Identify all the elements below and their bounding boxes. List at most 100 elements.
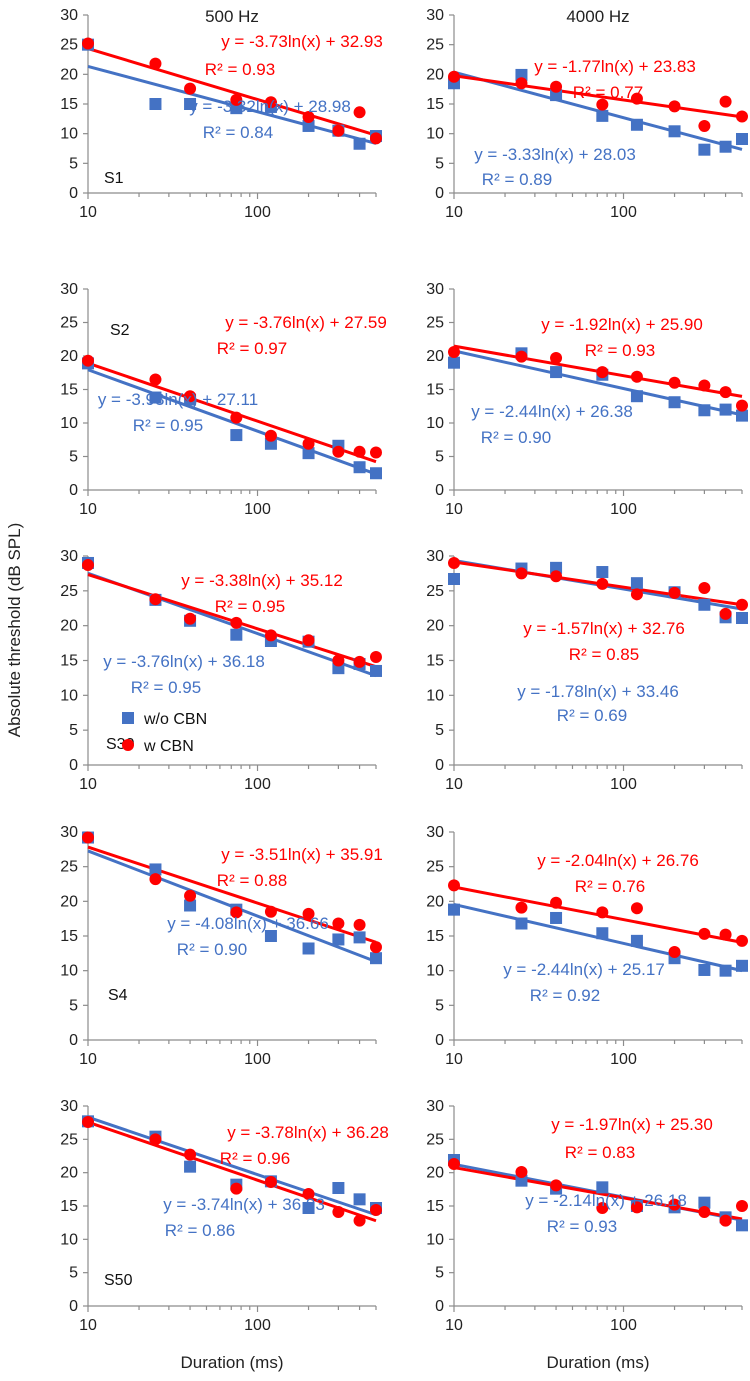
y-tick-label: 15 bbox=[426, 382, 444, 399]
y-tick-label: 20 bbox=[426, 893, 444, 910]
equation-w-cbn: y = -1.77ln(x) + 23.83 bbox=[534, 57, 696, 76]
y-tick-label: 30 bbox=[426, 281, 444, 298]
equation-w-cbn: y = -2.04ln(x) + 26.76 bbox=[537, 851, 699, 870]
point-w-cbn bbox=[230, 411, 243, 424]
point-wo-cbn bbox=[302, 447, 315, 460]
point-w-cbn bbox=[230, 616, 243, 629]
point-w-cbn bbox=[596, 1202, 609, 1214]
point-w-cbn bbox=[736, 934, 748, 947]
point-wo-cbn bbox=[149, 98, 162, 110]
point-wo-cbn bbox=[302, 1202, 315, 1214]
point-wo-cbn bbox=[332, 933, 345, 946]
y-tick-label: 5 bbox=[435, 449, 444, 466]
y-tick-label: 5 bbox=[69, 449, 78, 466]
y-tick-label: 0 bbox=[435, 757, 444, 774]
point-w-cbn bbox=[353, 918, 366, 931]
y-tick-label: 20 bbox=[60, 348, 78, 365]
point-w-cbn bbox=[550, 352, 563, 365]
equation-wo-cbn: y = -3.76ln(x) + 36.18 bbox=[103, 652, 265, 671]
y-tick-label: 0 bbox=[69, 757, 78, 774]
equation-w-cbn: y = -3.76ln(x) + 27.59 bbox=[225, 313, 387, 332]
y-tick-label: 15 bbox=[60, 653, 78, 670]
point-w-cbn bbox=[82, 1116, 94, 1128]
subject-label: S2 bbox=[110, 322, 130, 339]
legend: w/o CBN w CBN bbox=[122, 711, 207, 755]
equation-wo-cbn: y = -2.14ln(x) + 26.18 bbox=[525, 1191, 687, 1210]
subject-label: S1 bbox=[104, 170, 124, 187]
panel-s30-4000: 0 5 10 15 20 25 30 10 100 y = -1.57ln(x) + 32.76 R… bbox=[426, 548, 748, 793]
y-tick-label: 25 bbox=[60, 315, 78, 332]
point-wo-cbn bbox=[370, 467, 382, 480]
x-tick-label: 100 bbox=[610, 1317, 637, 1334]
y-tick-label: 10 bbox=[60, 415, 78, 432]
point-w-cbn bbox=[264, 1176, 277, 1188]
point-w-cbn bbox=[515, 1166, 528, 1178]
point-wo-cbn bbox=[515, 917, 528, 930]
point-w-cbn bbox=[736, 110, 748, 123]
y-tick-label: 30 bbox=[60, 824, 78, 841]
point-wo-cbn bbox=[719, 140, 732, 153]
fit-line-wo-cbn bbox=[453, 349, 743, 417]
point-w-cbn bbox=[149, 873, 162, 886]
point-wo-cbn bbox=[736, 612, 748, 625]
point-w-cbn bbox=[184, 1148, 197, 1161]
r2-w-cbn: R² = 0.85 bbox=[569, 645, 639, 664]
point-wo-cbn bbox=[668, 125, 681, 138]
point-w-cbn bbox=[630, 902, 643, 915]
equation-wo-cbn: y = -2.44ln(x) + 26.38 bbox=[471, 402, 633, 421]
y-tick-label: 0 bbox=[69, 482, 78, 499]
point-w-cbn bbox=[596, 577, 609, 590]
point-w-cbn bbox=[719, 1214, 732, 1227]
equation-wo-cbn: y = -3.33ln(x) + 28.03 bbox=[474, 145, 636, 164]
r2-wo-cbn: R² = 0.69 bbox=[557, 706, 627, 725]
point-wo-cbn bbox=[630, 934, 643, 947]
r2-wo-cbn: R² = 0.95 bbox=[131, 678, 201, 697]
point-w-cbn bbox=[149, 373, 162, 386]
point-w-cbn bbox=[719, 95, 732, 108]
point-wo-cbn bbox=[668, 396, 681, 409]
point-wo-cbn bbox=[302, 119, 315, 132]
y-tick-label: 20 bbox=[426, 348, 444, 365]
point-w-cbn bbox=[302, 1188, 315, 1200]
point-w-cbn bbox=[515, 77, 528, 90]
y-tick-label: 15 bbox=[426, 928, 444, 945]
equation-w-cbn: y = -3.73ln(x) + 32.93 bbox=[221, 32, 383, 51]
y-tick-label: 25 bbox=[426, 583, 444, 600]
y-tick-label: 10 bbox=[426, 126, 444, 143]
point-w-cbn bbox=[630, 1201, 643, 1214]
point-w-cbn bbox=[698, 379, 711, 392]
x-tick-label: 10 bbox=[445, 1051, 463, 1068]
r2-w-cbn: R² = 0.97 bbox=[217, 339, 287, 358]
y-tick-label: 20 bbox=[60, 1165, 78, 1182]
y-tick-label: 30 bbox=[426, 7, 444, 24]
point-w-cbn bbox=[668, 100, 681, 113]
x-tick-label: 10 bbox=[79, 204, 97, 221]
r2-w-cbn: R² = 0.76 bbox=[575, 877, 645, 896]
r2-wo-cbn: R² = 0.90 bbox=[481, 428, 551, 447]
point-w-cbn bbox=[448, 879, 460, 892]
point-w-cbn bbox=[550, 80, 563, 93]
point-wo-cbn bbox=[353, 1193, 366, 1206]
y-tick-label: 30 bbox=[426, 548, 444, 565]
point-w-cbn bbox=[82, 354, 94, 367]
point-w-cbn bbox=[448, 345, 460, 358]
point-wo-cbn bbox=[550, 366, 563, 379]
r2-wo-cbn: R² = 0.92 bbox=[530, 986, 600, 1005]
y-tick-label: 10 bbox=[60, 1231, 78, 1248]
point-w-cbn bbox=[448, 556, 460, 569]
point-w-cbn bbox=[596, 366, 609, 379]
point-wo-cbn bbox=[736, 133, 748, 146]
x-tick-label: 10 bbox=[79, 1317, 97, 1334]
y-tick-label: 30 bbox=[426, 824, 444, 841]
y-tick-label: 10 bbox=[426, 415, 444, 432]
point-w-cbn bbox=[230, 906, 243, 919]
point-wo-cbn bbox=[264, 930, 277, 942]
r2-w-cbn: R² = 0.96 bbox=[220, 1149, 290, 1168]
y-tick-label: 0 bbox=[69, 185, 78, 202]
point-w-cbn bbox=[353, 106, 366, 119]
point-w-cbn bbox=[82, 831, 94, 844]
point-w-cbn bbox=[332, 124, 345, 137]
point-w-cbn bbox=[82, 37, 94, 50]
y-tick-label: 5 bbox=[69, 722, 78, 739]
point-wo-cbn bbox=[370, 664, 382, 677]
